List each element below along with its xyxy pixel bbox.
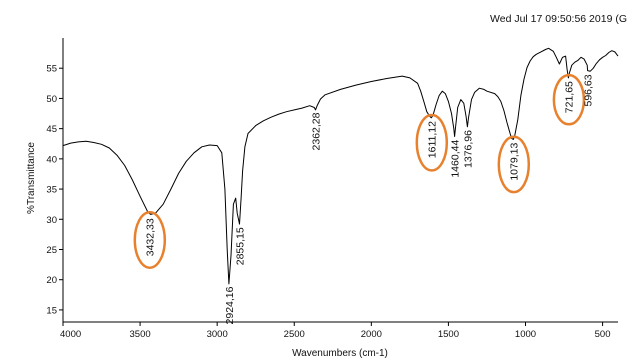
- peak-label: 2855,15: [235, 227, 247, 265]
- spectrum-line: [62, 47, 619, 285]
- peak-highlight-circle: [497, 135, 531, 194]
- peak-highlight-circle: [133, 211, 167, 269]
- x-tick-label: 2000: [361, 329, 382, 340]
- x-axis-ticks: 4000 3500 3000 2500 2000 1500 1000 500: [60, 322, 611, 340]
- y-tick-label: 15: [46, 305, 57, 316]
- peak-label: 1376,96: [462, 130, 474, 168]
- y-tick-label: 50: [46, 94, 57, 105]
- peak-label: 1460,44: [450, 140, 462, 178]
- peak-highlight-circle: [552, 73, 586, 126]
- x-axis-title: Wavenumbers (cm-1): [292, 348, 388, 359]
- peak-label: 1611,12: [426, 121, 438, 158]
- spectrum-series: [62, 47, 619, 285]
- x-tick-label: 3500: [130, 329, 151, 340]
- y-tick-label: 55: [46, 64, 57, 75]
- y-tick-label: 45: [46, 124, 57, 135]
- y-tick-label: 30: [46, 215, 57, 226]
- peak-highlight-circle: [415, 113, 449, 172]
- chart-axes: [62, 38, 618, 323]
- y-axis-ticks: 15 20 25 30 35 40 45 50 55: [46, 64, 63, 316]
- peak-label: 2924,16: [224, 286, 236, 324]
- peak-label: 1079,13: [508, 143, 520, 181]
- peak-annotations: 3432,33 2924,16 2855,15 2362,28 1611,12 1460,…: [133, 73, 595, 324]
- x-tick-label: 4000: [60, 329, 81, 340]
- peak-label: 596,63: [583, 74, 595, 106]
- chart-timestamp: Wed Jul 17 09:50:56 2019 (G: [490, 13, 627, 25]
- x-tick-label: 500: [595, 329, 611, 340]
- y-tick-label: 25: [46, 245, 57, 256]
- peak-label: 721,65: [563, 81, 575, 113]
- y-axis-title: %Transmittance: [26, 142, 37, 214]
- x-tick-label: 3000: [207, 329, 228, 340]
- peak-label: 2362,28: [311, 112, 323, 150]
- x-tick-label: 1000: [515, 329, 536, 340]
- y-tick-label: 35: [46, 185, 57, 196]
- y-tick-label: 40: [46, 154, 57, 165]
- x-tick-label: 1500: [438, 329, 459, 340]
- y-tick-label: 20: [46, 275, 57, 286]
- peak-label: 3432,33: [144, 218, 156, 256]
- x-tick-label: 2500: [284, 329, 305, 340]
